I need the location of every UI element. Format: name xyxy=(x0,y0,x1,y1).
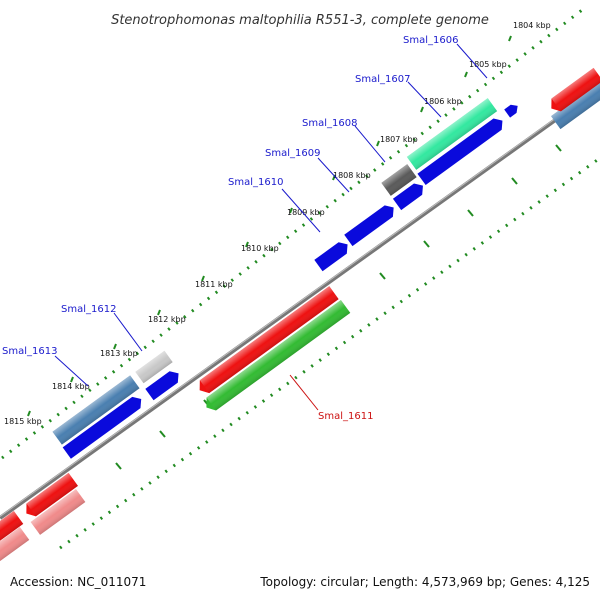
scale-label-1809: 1809 kbp xyxy=(287,208,325,217)
gene-feature-pink-edge[interactable] xyxy=(0,526,30,562)
inner-scale-ticks xyxy=(59,156,600,550)
scale-label-1813: 1813 kbp xyxy=(100,349,138,358)
gene-feature-smal-1607[interactable] xyxy=(406,98,498,170)
map-title: Stenotrophomonas maltophilia R551-3, com… xyxy=(111,13,489,28)
gene-feature-blue-6[interactable] xyxy=(62,393,146,459)
gene-feature-red-large[interactable] xyxy=(195,286,339,397)
scale-label-1810: 1810 kbp xyxy=(241,244,279,253)
genome-backbone xyxy=(0,86,600,520)
gene-feature-blue-5[interactable] xyxy=(145,368,182,401)
gene-label-smal-1606[interactable]: Smal_1606 xyxy=(403,35,458,46)
scale-label-1805: 1805 kbp xyxy=(469,60,507,69)
gene-label-smal-1612[interactable]: Smal_1612 xyxy=(61,304,116,315)
genome-summary-text: Topology: circular; Length: 4,573,969 bp… xyxy=(259,575,590,589)
scale-label-1807: 1807 kbp xyxy=(380,135,418,144)
gene-feature-red-bottomleft[interactable] xyxy=(22,472,78,520)
gene-label-smal-1607[interactable]: Smal_1607 xyxy=(355,74,410,85)
scale-label-1808: 1808 kbp xyxy=(333,171,371,180)
gene-feature-smal-1611[interactable] xyxy=(202,299,351,414)
gene-feature-smal-1612[interactable] xyxy=(135,350,173,384)
gene-track-outer xyxy=(52,80,600,445)
gene-feature-blue-2[interactable] xyxy=(392,180,427,211)
scale-labels: 1804 kbp 1805 kbp 1806 kbp 1807 kbp 1808… xyxy=(4,21,551,426)
gene-feature-steelblue-topright[interactable] xyxy=(551,80,600,130)
gene-feature-red-topright[interactable] xyxy=(547,67,600,115)
gene-label-smal-1609[interactable]: Smal_1609 xyxy=(265,148,320,159)
scale-label-1811: 1811 kbp xyxy=(195,280,233,289)
scale-label-1806: 1806 kbp xyxy=(424,97,462,106)
gene-feature-smal-1606[interactable] xyxy=(504,102,520,118)
label-leaders xyxy=(54,43,488,411)
gene-feature-smal-1608[interactable] xyxy=(381,164,417,196)
gene-feature-blue-3[interactable] xyxy=(344,202,398,247)
gene-label-smal-1610[interactable]: Smal_1610 xyxy=(228,177,283,188)
accession-text: Accession: NC_011071 xyxy=(10,575,146,589)
genome-backbone-highlight xyxy=(0,86,600,517)
gene-label-smal-1611[interactable]: Smal_1611 xyxy=(318,411,373,422)
scale-label-1812: 1812 kbp xyxy=(148,315,186,324)
gene-track-forward xyxy=(62,115,506,459)
gene-feature-pink-bottomleft[interactable] xyxy=(30,489,86,535)
scale-label-1815: 1815 kbp xyxy=(4,417,42,426)
outer-scale-ticks xyxy=(1,8,583,460)
scale-label-1804: 1804 kbp xyxy=(513,21,551,30)
gene-track-reverse xyxy=(0,67,600,562)
gene-feature-smal-1613[interactable] xyxy=(52,375,140,445)
gene-label-smal-1613[interactable]: Smal_1613 xyxy=(2,346,57,357)
gene-feature-smal-1610[interactable] xyxy=(314,239,351,272)
gene-feature-blue-1[interactable] xyxy=(417,115,506,186)
gene-labels: Smal_1606 Smal_1607 Smal_1608 Smal_1609 … xyxy=(2,35,458,422)
scale-label-1814: 1814 kbp xyxy=(52,382,90,391)
gene-feature-red-edge[interactable] xyxy=(0,510,24,546)
gene-label-smal-1608[interactable]: Smal_1608 xyxy=(302,118,357,129)
